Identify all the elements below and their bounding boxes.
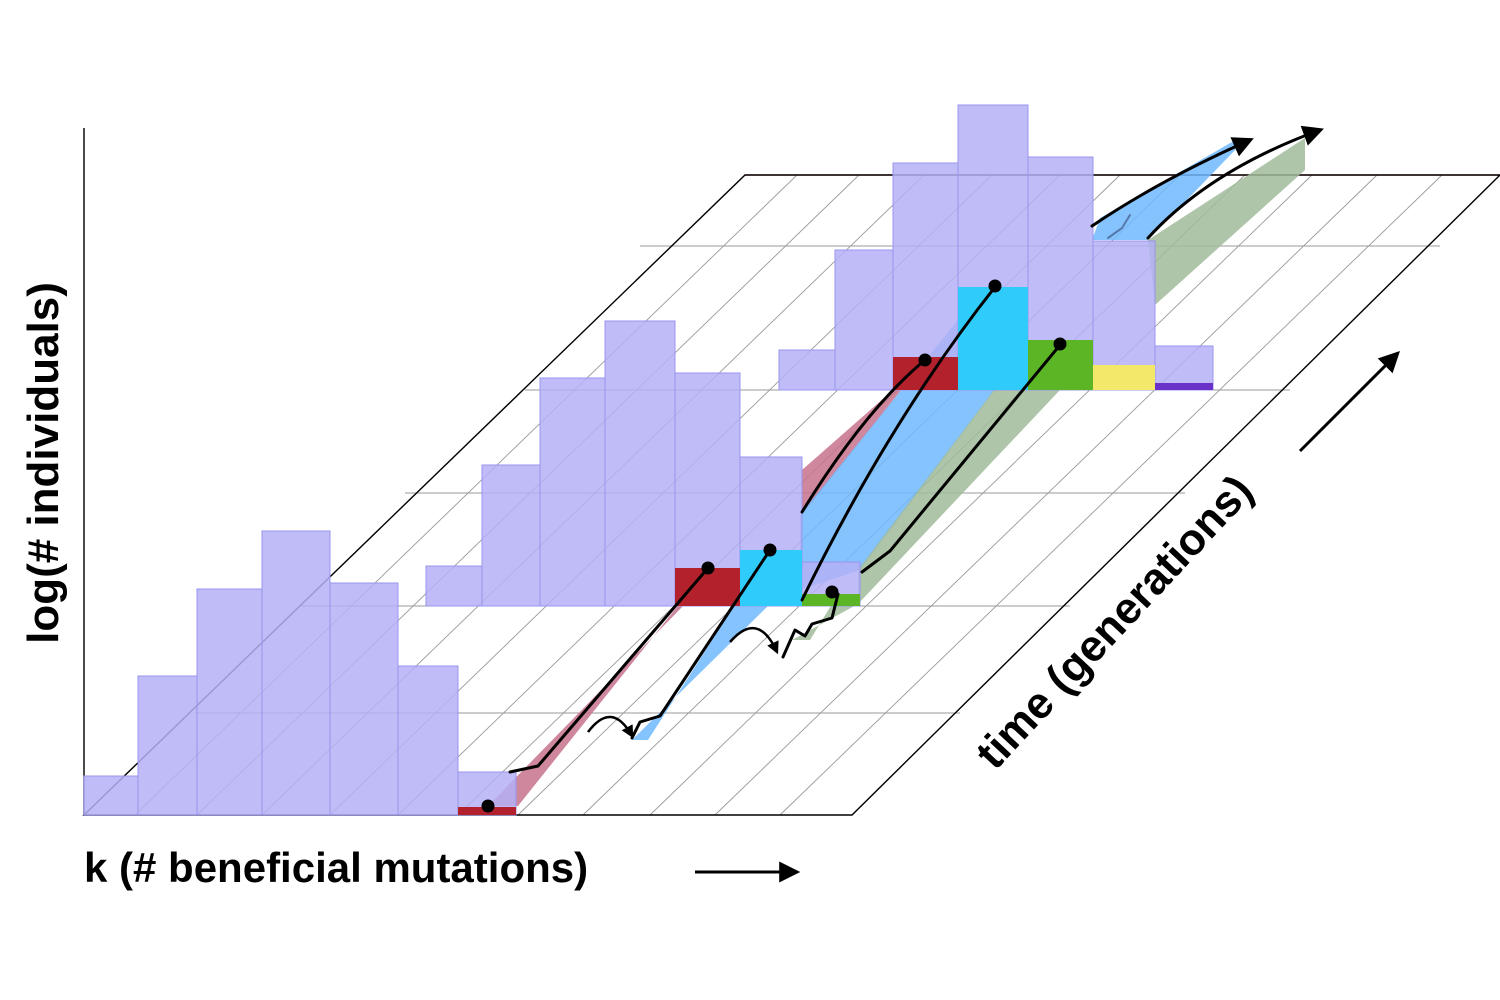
lineage-dot — [481, 799, 495, 813]
lineage-blue-block — [740, 550, 802, 606]
histogram-bar — [137, 675, 198, 816]
trail-green-mid — [858, 345, 1060, 604]
histogram-bar — [604, 320, 676, 607]
mutation-arrows — [587, 626, 779, 739]
y-axis-label: log(# individuals) — [19, 282, 68, 644]
trajectory-green-2 — [860, 343, 1062, 574]
lineage-dot — [1053, 337, 1067, 351]
plane-outline — [82, 174, 1500, 816]
lineage-dot — [701, 561, 715, 575]
lineage-dot — [825, 585, 839, 599]
histogram-bar — [1154, 345, 1214, 391]
mutation-arrow-icon — [729, 626, 779, 655]
time-axis-arrow-icon — [1298, 351, 1400, 453]
histogram-bar — [83, 775, 139, 816]
lineage-dot — [918, 353, 932, 367]
lineage-yellow-block — [1093, 365, 1155, 390]
mutation-arrow-icon — [587, 715, 634, 739]
histogram-bar — [329, 582, 399, 816]
lineage-blue-block — [958, 287, 1028, 390]
histogram-bar — [196, 588, 263, 816]
trajectory-kink — [1107, 214, 1131, 239]
lineage-dot — [763, 543, 777, 557]
x-axis-label: k (# beneficial mutations) — [84, 844, 588, 891]
trajectory-blue-3 — [1090, 137, 1254, 228]
trail-green-late — [1148, 138, 1305, 305]
histogram-bar — [425, 565, 483, 607]
histogram-bar — [834, 249, 894, 391]
histogram-early — [83, 530, 517, 816]
trajectory-blue-2 — [800, 285, 997, 602]
lineage-purple-block — [1155, 383, 1213, 390]
histogram-bar — [539, 377, 606, 607]
trajectory-red-1 — [508, 566, 710, 774]
histogram-bar — [261, 530, 331, 816]
lineage-dot — [988, 279, 1002, 293]
time-axis-label: time (generations) — [966, 466, 1262, 778]
trajectory-red-2 — [800, 358, 927, 514]
histogram-bar — [481, 464, 541, 607]
histogram-bar — [778, 349, 836, 391]
trajectory-green-1 — [781, 592, 840, 659]
histogram-bar — [397, 665, 459, 816]
lineage-green-block — [802, 594, 860, 606]
lineage-dots — [481, 279, 1067, 813]
trajectory-blue-1 — [630, 548, 772, 740]
trajectories — [508, 125, 1324, 774]
trajectory-green-3 — [1146, 125, 1324, 240]
